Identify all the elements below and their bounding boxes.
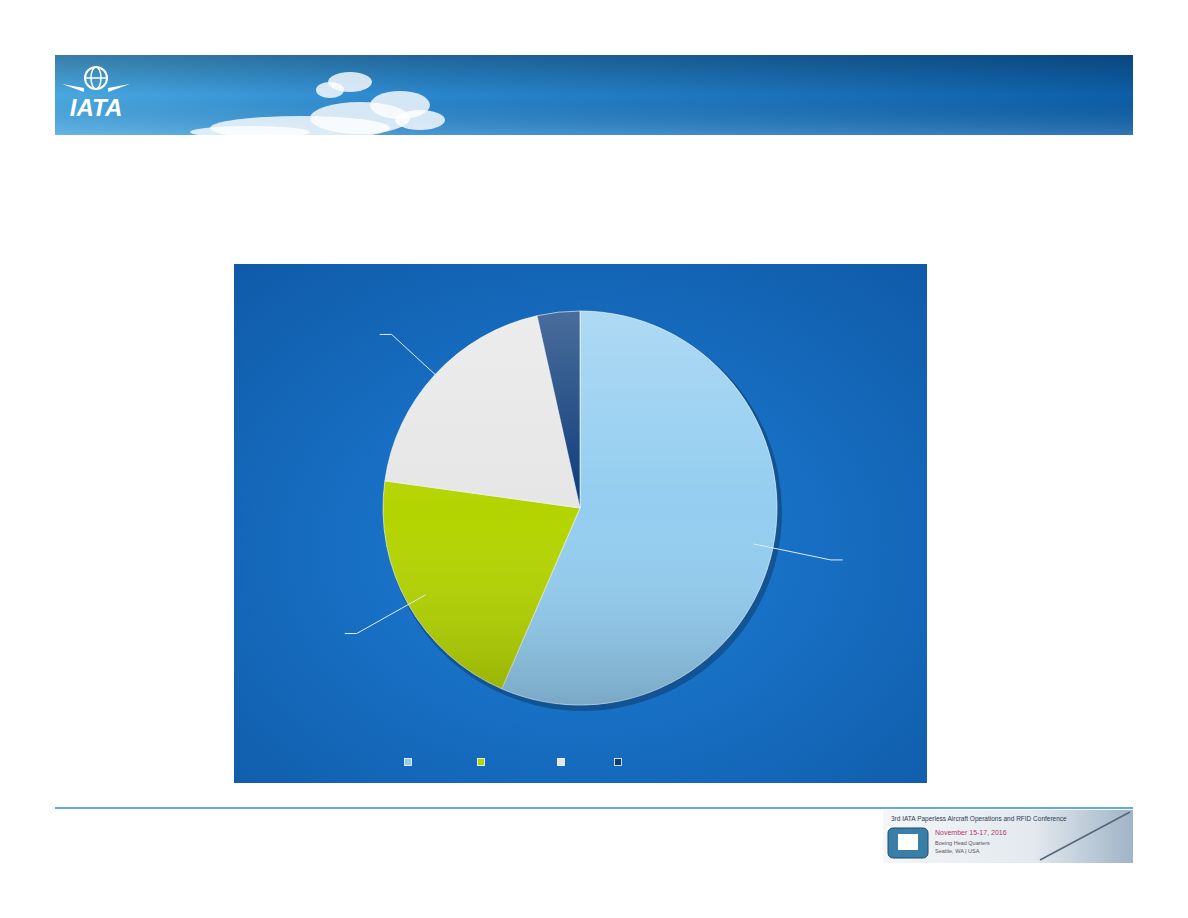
logo-globe bbox=[85, 67, 107, 89]
legend-swatch bbox=[558, 759, 565, 766]
legend-swatch bbox=[478, 759, 485, 766]
header-band bbox=[55, 55, 1133, 135]
canvas: IATA 3rd IATA Paperless Aircraft Operatio… bbox=[0, 0, 1188, 918]
logo-text: IATA bbox=[70, 94, 122, 121]
logo-globe bbox=[85, 77, 107, 79]
footer-bg bbox=[883, 810, 1133, 863]
pie bbox=[383, 311, 782, 711]
pie-slice bbox=[383, 481, 580, 689]
logo: IATA bbox=[62, 67, 130, 121]
legend bbox=[405, 759, 622, 766]
cloud bbox=[190, 126, 310, 138]
legend-swatch bbox=[405, 759, 412, 766]
footer-icon bbox=[888, 828, 928, 858]
footer-text: Boeing Head Quarters bbox=[935, 840, 990, 846]
leader-line bbox=[380, 334, 450, 387]
pie-slice bbox=[537, 311, 580, 508]
pie-shading bbox=[383, 311, 777, 705]
legend-swatch bbox=[615, 759, 622, 766]
leader-line bbox=[754, 544, 843, 560]
footer-text: Seattle, WA | USA bbox=[935, 848, 980, 854]
leader-line bbox=[345, 595, 426, 634]
slide: IATA 3rd IATA Paperless Aircraft Operatio… bbox=[0, 0, 1188, 918]
cloud bbox=[395, 110, 445, 130]
footer-rule bbox=[55, 807, 1133, 809]
chart-panel bbox=[234, 264, 927, 783]
header-shade bbox=[55, 55, 1133, 135]
footer-icon bbox=[898, 834, 918, 850]
cloud bbox=[316, 82, 344, 98]
logo-wing bbox=[62, 84, 130, 92]
header: IATA bbox=[55, 55, 1133, 140]
leader-lines bbox=[345, 334, 843, 633]
footer-text: 3rd IATA Paperless Aircraft Operations a… bbox=[891, 815, 1067, 823]
footer-banner: 3rd IATA Paperless Aircraft Operations a… bbox=[883, 810, 1133, 863]
footer-text: November 15-17, 2016 bbox=[935, 829, 1007, 836]
